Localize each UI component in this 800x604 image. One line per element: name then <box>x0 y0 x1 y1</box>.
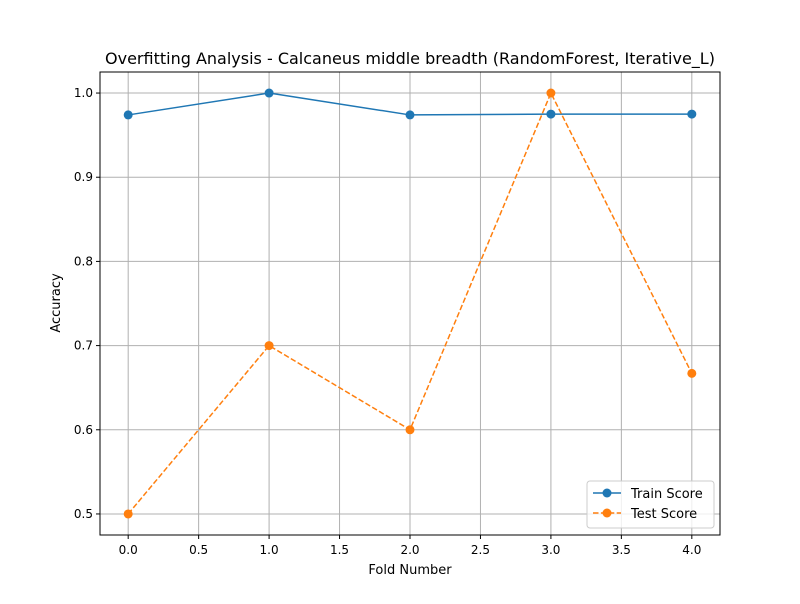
legend-label-train: Train Score <box>630 487 703 502</box>
data-point-test-score <box>405 425 415 435</box>
x-tick-label: 2.5 <box>471 543 490 557</box>
legend-marker-train <box>602 488 612 498</box>
y-axis-label: Accuracy <box>49 273 64 333</box>
tick-layer: 0.0 0.5 1.0 1.5 2.0 2.5 3.0 3.5 4.0 0.5 0.6 0.7 0.8 0… <box>74 86 701 557</box>
x-tick-label: 0.0 <box>119 543 138 557</box>
data-point-test-score <box>687 368 697 378</box>
data-point-test-score <box>123 509 133 519</box>
y-tick-label: 0.9 <box>74 170 93 184</box>
series-layer <box>123 88 697 519</box>
y-tick-label: 0.5 <box>74 507 93 521</box>
x-tick-label: 4.0 <box>682 543 701 557</box>
data-point-test-score <box>546 88 556 98</box>
data-point-train-score <box>405 110 415 120</box>
chart-title: Overfitting Analysis - Calcaneus middle … <box>105 49 715 69</box>
y-tick-label: 1.0 <box>74 86 93 100</box>
x-tick-label: 1.0 <box>260 543 279 557</box>
legend-label-test: Test Score <box>630 507 697 522</box>
x-tick-label: 1.5 <box>330 543 349 557</box>
x-tick-label: 3.0 <box>541 543 560 557</box>
data-point-test-score <box>264 341 274 351</box>
x-tick-label: 2.0 <box>400 543 419 557</box>
y-tick-label: 0.8 <box>74 254 93 268</box>
data-point-train-score <box>264 88 274 98</box>
data-point-train-score <box>687 109 697 119</box>
x-tick-label: 3.5 <box>612 543 631 557</box>
data-point-train-score <box>546 109 556 119</box>
data-point-train-score <box>123 110 133 120</box>
y-tick-label: 0.6 <box>74 423 93 437</box>
legend: Train Score Test Score <box>586 480 715 529</box>
x-axis-label: Fold Number <box>368 563 452 578</box>
x-tick-label: 0.5 <box>189 543 208 557</box>
y-tick-label: 0.7 <box>74 339 93 353</box>
legend-marker-test <box>602 508 612 518</box>
